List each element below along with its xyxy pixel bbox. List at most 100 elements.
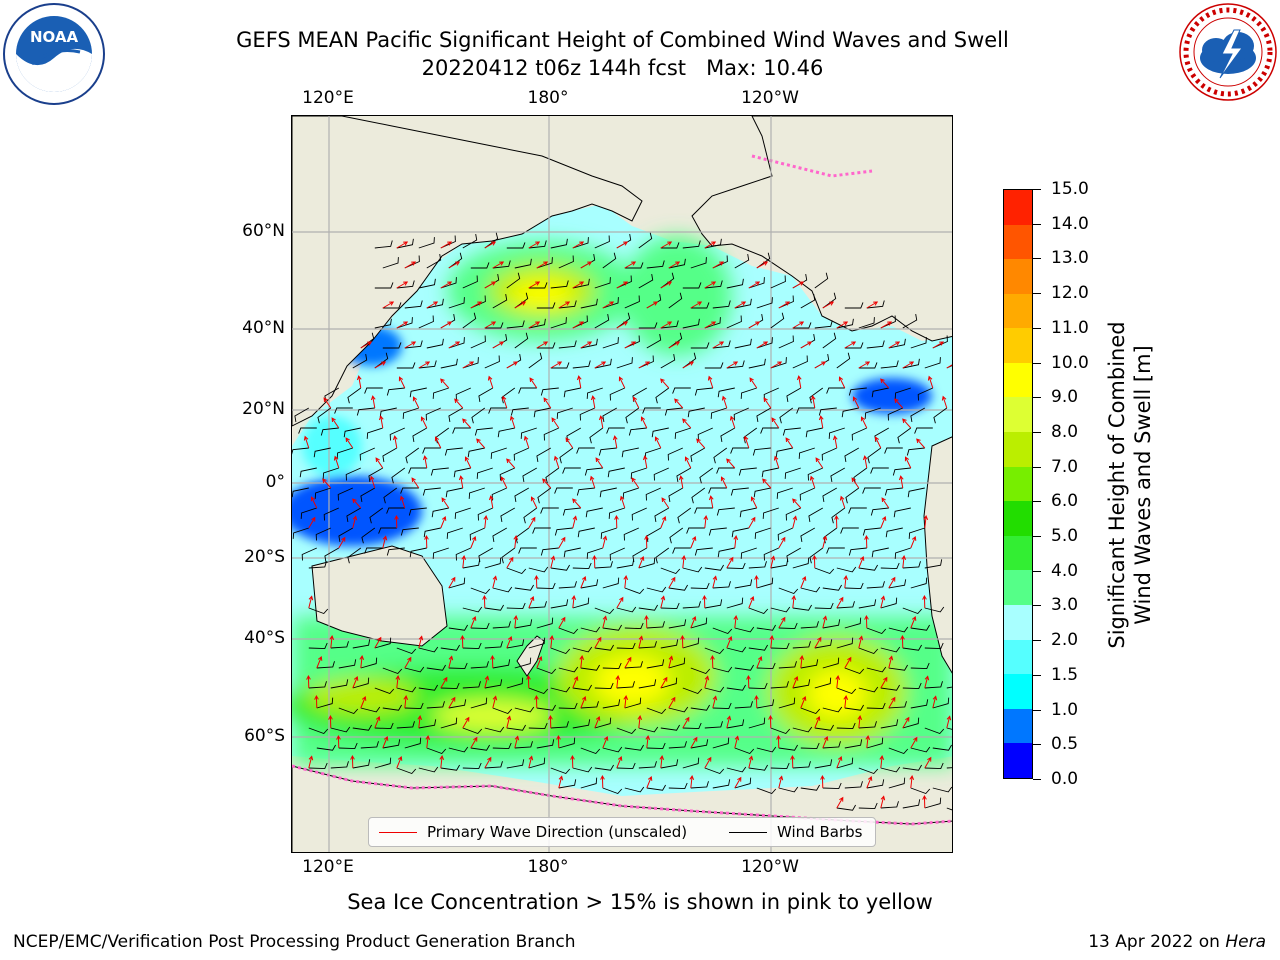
wave-direction-arrow	[902, 361, 915, 369]
wind-barb	[440, 358, 458, 369]
wave-direction-arrow	[487, 375, 494, 389]
wind-barb	[646, 586, 667, 593]
colorbar-tick-mark	[1033, 501, 1041, 503]
wind-barb	[814, 677, 832, 689]
wind-barb	[642, 407, 661, 414]
wind-barb	[426, 701, 445, 709]
wave-direction-arrow	[589, 475, 596, 489]
wind-barb	[514, 619, 533, 629]
wind-barb	[477, 507, 493, 521]
wind-barb	[799, 487, 815, 501]
wave-direction-arrow	[470, 736, 478, 749]
colorbar-tick-label: 0.0	[1051, 769, 1079, 789]
wave-direction-arrow	[439, 755, 445, 769]
wind-barb	[888, 701, 907, 709]
wind-barb	[645, 487, 661, 501]
wave-direction-arrow	[910, 615, 917, 629]
wind-barb	[786, 387, 802, 402]
wind-barb	[462, 275, 478, 289]
wind-barb	[563, 547, 581, 558]
wind-barb	[572, 719, 591, 729]
wind-barb	[690, 447, 706, 462]
wave-direction-arrow	[382, 735, 389, 749]
wind-barb	[858, 686, 879, 693]
wave-direction-arrow	[638, 635, 644, 649]
wind-barb	[844, 617, 862, 629]
wind-barb	[533, 407, 551, 418]
wind-barb	[691, 487, 706, 504]
wind-barb	[409, 387, 427, 398]
wave-direction-arrow	[616, 755, 623, 769]
wind-barb	[690, 739, 709, 749]
wind-barb	[532, 527, 551, 534]
wind-barb	[814, 639, 833, 649]
wave-direction-arrow	[844, 656, 852, 669]
wave-direction-arrow	[785, 437, 794, 449]
wind-barb	[316, 697, 334, 709]
wave-direction-arrow	[536, 261, 549, 269]
wind-barb	[660, 567, 681, 575]
wind-barb	[374, 687, 395, 695]
wind-barb	[594, 717, 612, 729]
wind-barb	[400, 487, 419, 494]
wind-barb	[616, 559, 635, 569]
colorbar-tick-mark	[1033, 605, 1041, 607]
colorbar-tick-label: 13.0	[1051, 248, 1089, 269]
wind-barb	[455, 387, 471, 401]
wind-barb	[646, 621, 665, 629]
wind-barb	[404, 340, 423, 349]
wind-barb	[448, 699, 467, 709]
wind-barb	[484, 726, 505, 733]
wave-direction-arrow	[506, 715, 512, 729]
wind-barb	[330, 726, 351, 733]
wind-barb	[756, 624, 776, 631]
wave-direction-arrow	[513, 615, 519, 629]
wind-barb	[653, 467, 669, 481]
wind-barb	[682, 757, 700, 769]
wind-barb	[323, 507, 339, 521]
wave-direction-arrow	[815, 457, 824, 469]
wind-barb	[425, 407, 441, 421]
wave-direction-arrow	[500, 476, 508, 489]
wave-direction-arrow	[530, 496, 538, 509]
wave-direction-arrow	[396, 281, 409, 289]
wind-barb	[778, 661, 797, 669]
wind-barb	[932, 335, 948, 349]
wind-barb	[506, 320, 525, 329]
wind-barb	[726, 278, 744, 289]
wind-barb	[734, 626, 755, 633]
wind-barb	[572, 562, 592, 570]
wind-barb	[402, 407, 419, 419]
wind-barb	[448, 407, 464, 422]
wave-direction-arrow	[858, 361, 871, 369]
wave-direction-arrow	[818, 415, 824, 429]
wave-direction-arrow	[888, 576, 896, 589]
wave-direction-arrow	[857, 715, 863, 729]
wind-barb	[792, 355, 808, 369]
wave-direction-arrow	[316, 655, 323, 669]
wave-direction-arrow	[598, 415, 604, 429]
wind-barb	[514, 741, 533, 749]
wave-direction-arrow	[721, 395, 728, 409]
wind-barb	[518, 547, 537, 554]
nws-logo	[1179, 3, 1277, 101]
wind-barb	[408, 507, 427, 516]
wind-barb	[866, 702, 886, 710]
wind-barb	[506, 567, 527, 575]
wind-barb	[440, 717, 458, 729]
wind-barb	[432, 547, 449, 559]
wind-barb	[924, 642, 944, 650]
wind-barb	[712, 627, 733, 635]
wind-barb	[866, 779, 885, 789]
wind-barb	[338, 742, 358, 750]
wave-direction-arrow	[314, 694, 319, 709]
wave-direction-arrow	[308, 755, 314, 769]
wind-barb	[572, 315, 588, 329]
wave-direction-arrow	[822, 735, 829, 749]
lat-label-40n: 40°N	[242, 318, 285, 338]
wave-direction-arrow	[352, 675, 359, 689]
wind-barb	[674, 427, 691, 439]
wind-barb	[423, 527, 441, 538]
wave-direction-arrow	[482, 594, 487, 609]
wave-direction-arrow	[659, 755, 665, 769]
